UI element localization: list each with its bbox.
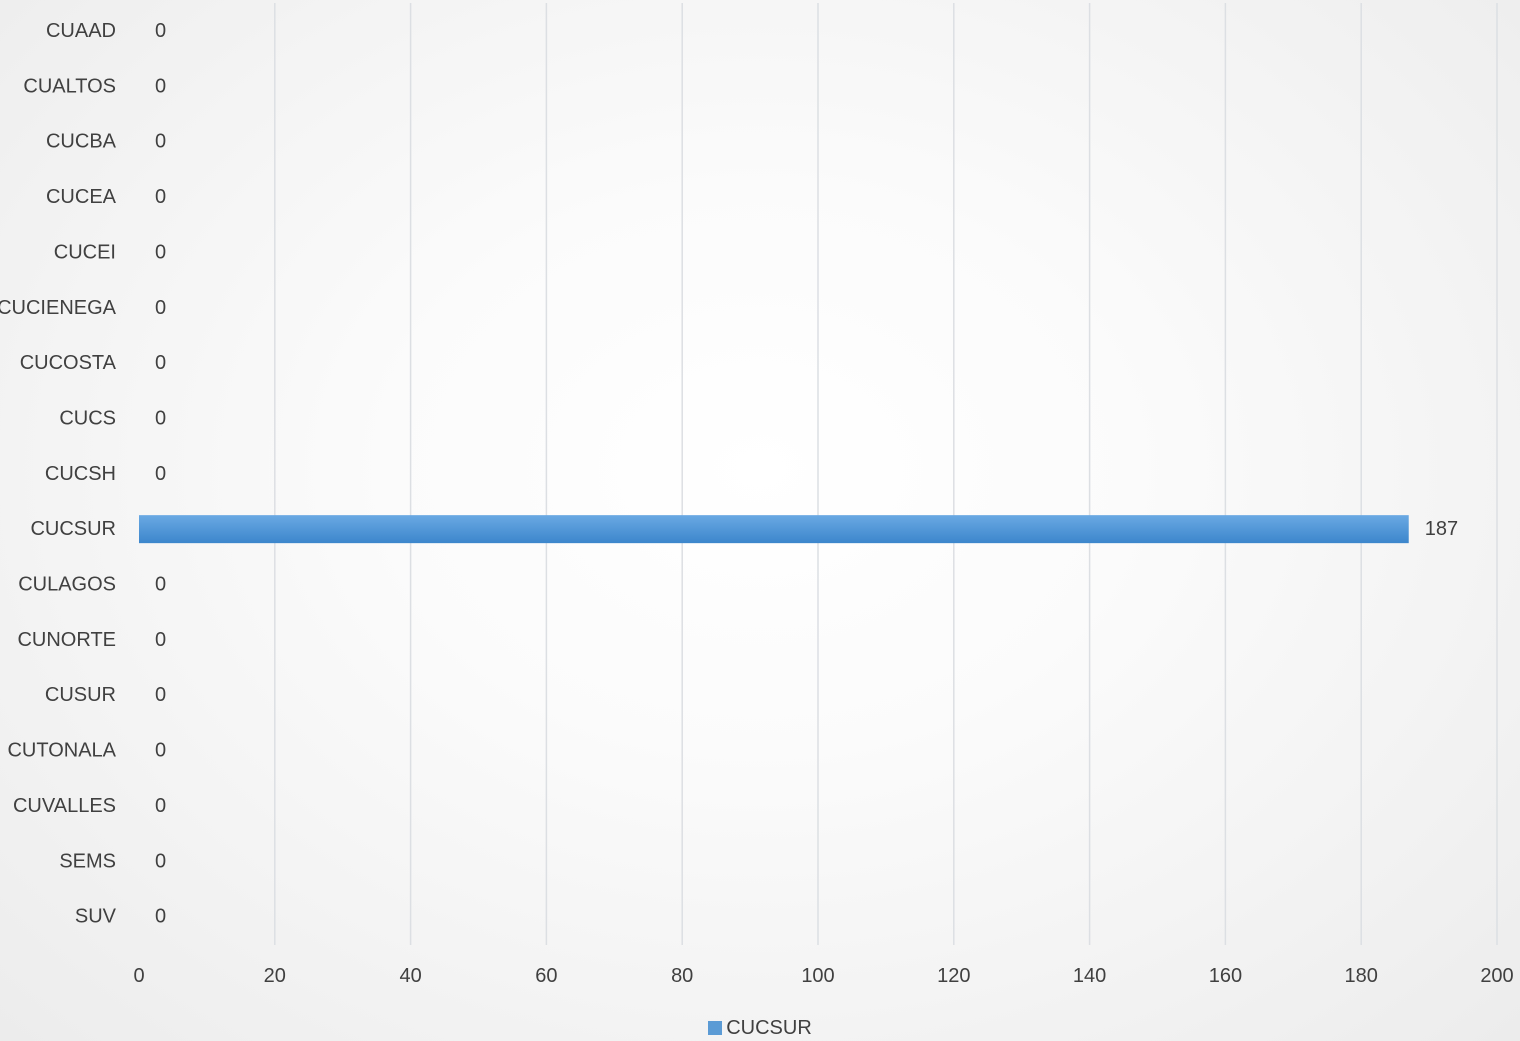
data-label: 0	[155, 629, 166, 651]
x-tick-label: 160	[1209, 965, 1242, 987]
gridlines	[274, 3, 1498, 945]
x-tick-label: 0	[133, 965, 144, 987]
data-label: 0	[155, 186, 166, 208]
x-tick-label: 200	[1480, 965, 1513, 987]
data-labels: 0 0 0 0 0 0 0 0 0 187 0 0 0 0 0 0 0	[155, 20, 1458, 928]
x-tick-label: 40	[399, 965, 421, 987]
y-category-label: CUCIENEGA	[0, 297, 117, 319]
y-category-label: CUCEI	[54, 241, 116, 263]
bar	[139, 515, 1409, 544]
y-category-label: CUCBA	[46, 131, 117, 153]
y-category-label: CUCS	[59, 407, 116, 429]
data-label: 0	[155, 906, 166, 928]
data-label: 0	[155, 795, 166, 817]
data-label: 0	[155, 75, 166, 97]
legend-swatch	[708, 1021, 723, 1035]
y-category-label: CUCSUR	[30, 518, 116, 540]
data-label: 0	[155, 463, 166, 485]
x-tick-label: 180	[1345, 965, 1378, 987]
legend: CUCSUR	[0, 1016, 1520, 1040]
y-category-label: CULAGOS	[18, 574, 116, 596]
bars	[139, 515, 1409, 544]
y-category-label: CUNORTE	[17, 629, 116, 651]
data-label: 0	[155, 297, 166, 319]
legend-label: CUCSUR	[726, 1017, 812, 1039]
data-label: 0	[155, 241, 166, 263]
data-label: 187	[1425, 518, 1458, 540]
y-category-label: CUTONALA	[7, 740, 116, 762]
y-category-label: CUVALLES	[13, 795, 116, 817]
y-category-label: SEMS	[59, 850, 116, 872]
y-category-label: CUAAD	[46, 20, 116, 42]
data-label: 0	[155, 684, 166, 706]
data-label: 0	[155, 740, 166, 762]
x-axis-ticks: 0 20 40 60 80 100 120 140 160 180 200	[133, 965, 1513, 987]
data-label: 0	[155, 20, 166, 42]
y-category-label: CUCOSTA	[20, 352, 117, 374]
data-label: 0	[155, 352, 166, 374]
data-label: 0	[155, 131, 166, 153]
x-tick-label: 60	[535, 965, 557, 987]
y-category-label: CUALTOS	[23, 75, 116, 97]
data-label: 0	[155, 407, 166, 429]
data-label: 0	[155, 850, 166, 872]
x-tick-label: 80	[671, 965, 693, 987]
y-category-label: SUV	[75, 906, 117, 928]
x-tick-label: 100	[801, 965, 834, 987]
data-label: 0	[155, 574, 166, 596]
y-category-label: CUCSH	[45, 463, 116, 485]
y-category-label: CUCEA	[46, 186, 117, 208]
x-tick-label: 120	[937, 965, 970, 987]
x-tick-label: 140	[1073, 965, 1106, 987]
y-category-label: CUSUR	[45, 684, 116, 706]
y-axis-labels: CUAAD CUALTOS CUCBA CUCEA CUCEI CUCIENEGA CUCO…	[0, 20, 117, 928]
bar-chart: CUAAD CUALTOS CUCBA CUCEA CUCEI CUCIENEGA CUCO…	[0, 3, 1514, 987]
x-tick-label: 20	[264, 965, 286, 987]
